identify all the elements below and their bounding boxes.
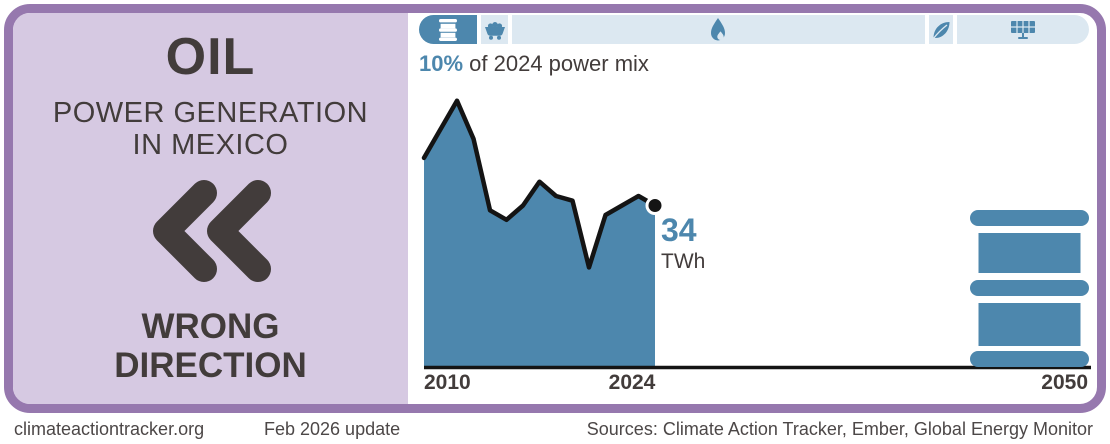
footer-update-date: Feb 2026 update [264, 419, 401, 439]
footer-sources: Sources: Climate Action Tracker, Ember, … [586, 419, 1093, 439]
chart-top-line [421, 98, 658, 270]
end-value-label: 34 TWh [661, 214, 705, 272]
chart-end-dot [645, 196, 665, 215]
oil-generation-area-chart [421, 98, 1091, 370]
power-mix-segment-oil [419, 15, 478, 44]
end-value-unit: TWh [661, 250, 706, 273]
verdict-line-1: WRONG [141, 307, 280, 346]
gas-flame-icon [711, 17, 726, 40]
double-left-chevron-icon [152, 180, 271, 282]
tick-2024: 2024 [608, 371, 656, 394]
footer-website: climateactiontracker.org [14, 419, 205, 439]
power-mix-segment-gas [511, 15, 925, 44]
tick-2050: 2050 [1041, 371, 1088, 394]
oil-barrel-large-icon [970, 210, 1089, 367]
subtitle-line-2: IN MEXICO [132, 129, 289, 161]
chart-area-fill [424, 100, 655, 368]
fuel-title: OIL [165, 28, 256, 86]
power-mix-percent: 10% [419, 51, 464, 76]
power-mix-caption: 10% of 2024 power mix [419, 51, 649, 77]
left-summary-panel: OIL POWER GENERATION IN MEXICO WRONG DIR… [13, 13, 408, 404]
power-mix-bar [419, 15, 1089, 44]
verdict-line-2: DIRECTION [114, 346, 307, 385]
tick-2010: 2010 [424, 371, 471, 394]
oil-barrel-icon [439, 18, 458, 41]
leaf-icon [932, 21, 950, 39]
solar-panel-icon [1011, 20, 1035, 39]
power-mix-segment-solar [957, 15, 1089, 44]
end-value-number: 34 [661, 212, 697, 248]
verdict-text: WRONG DIRECTION [114, 307, 307, 385]
subtitle-line-1: POWER GENERATION [52, 97, 369, 129]
card-frame: OIL POWER GENERATION IN MEXICO WRONG DIR… [4, 4, 1106, 413]
x-axis-ticks: 2010 2024 2050 [415, 371, 1095, 397]
panel-subtitle: POWER GENERATION IN MEXICO [53, 97, 368, 161]
coal-cart-icon [484, 21, 505, 40]
power-mix-segment-bioenergy [928, 15, 954, 44]
power-mix-segment-coal [481, 15, 508, 44]
power-mix-caption-text: of 2024 power mix [463, 51, 649, 76]
